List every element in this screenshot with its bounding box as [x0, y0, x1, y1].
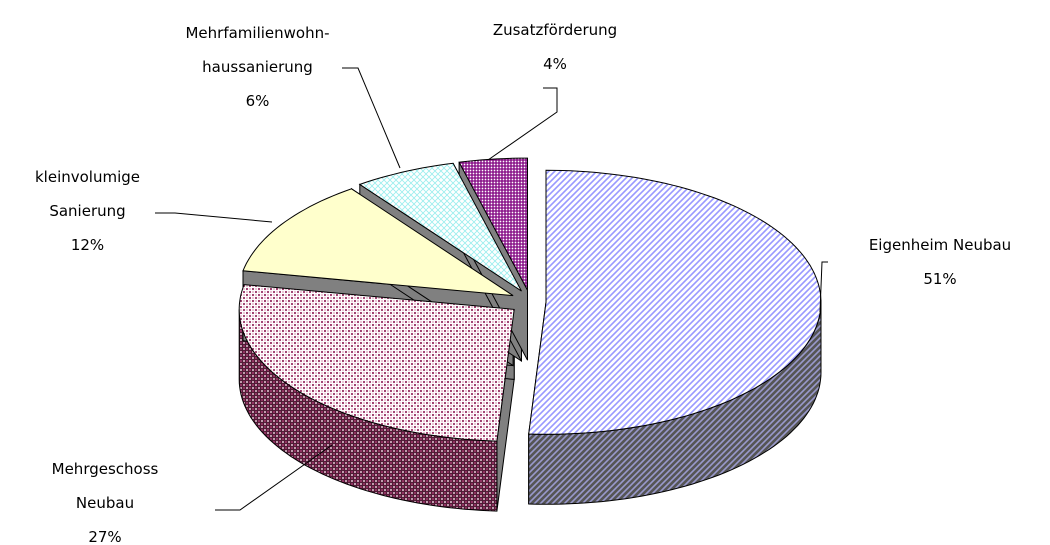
slice-percent: 4%	[543, 55, 567, 73]
slice-name: Mehrfamilienwohn-haussanierung	[185, 24, 330, 76]
slice-percent: 27%	[88, 528, 122, 545]
pie-slice	[358, 162, 522, 292]
slice-label: Mehrfamilienwohn-haussanierung 6%	[160, 16, 355, 118]
slice-label: kleinvolumige Sanierung 12%	[5, 160, 170, 262]
slice-label: Zusatzförderung 4%	[455, 13, 655, 81]
leader-line	[819, 261, 828, 313]
leader-line	[155, 212, 273, 223]
pie-slice	[242, 188, 514, 297]
slice-percent: 12%	[70, 236, 105, 254]
slice-label: Mehrgeschoss Neubau 27%	[35, 452, 175, 545]
leader-line	[487, 87, 558, 161]
slice-percent: 51%	[923, 270, 957, 288]
slice-name: Mehrgeschoss Neubau	[51, 460, 159, 512]
slice-name: kleinvolumige Sanierung	[34, 168, 140, 220]
pie-slice	[238, 284, 515, 442]
leader-line	[342, 67, 401, 169]
pie-slice	[458, 157, 528, 291]
pie-slice	[528, 169, 822, 435]
leader-line	[215, 444, 333, 511]
slice-label: Eigenheim Neubau 51%	[820, 228, 1050, 296]
slice-percent: 6%	[245, 92, 270, 110]
slice-name: Zusatzförderung	[492, 21, 618, 39]
slice-name: Eigenheim Neubau	[868, 236, 1012, 254]
